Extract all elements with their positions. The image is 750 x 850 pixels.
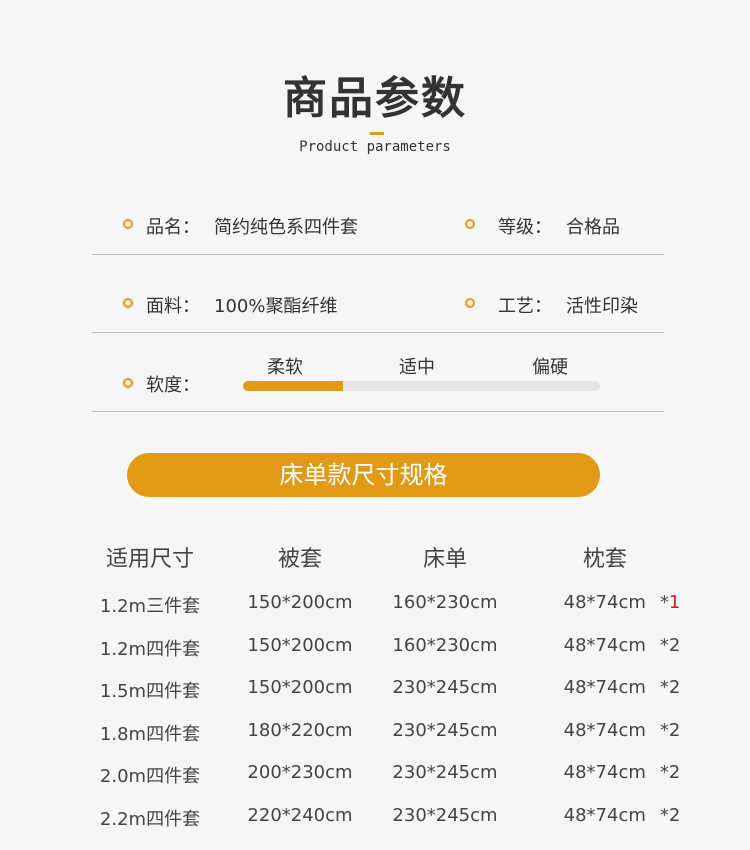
table-cell: 220*240cm [247, 804, 353, 826]
pillow-size: 48*74cm [563, 762, 646, 783]
table-cell: 200*230cm [247, 762, 353, 783]
param-label-grade: 等级： [498, 217, 552, 238]
pillow-quantity: 2 [668, 804, 681, 826]
multiply-sign: * [659, 634, 669, 656]
table-cell: 48*74cm *2 [564, 762, 681, 783]
table-cell: 2.0m四件套 [99, 766, 201, 787]
multiply-sign: * [659, 719, 669, 741]
divider [92, 254, 664, 255]
table-cell: 1.5m四件套 [99, 681, 201, 702]
table-cell: 1.8m四件套 [99, 723, 201, 745]
table-cell: 230*245cm [392, 719, 498, 741]
bullet-icon [123, 378, 133, 388]
param-value-craft: 活性印染 [566, 296, 638, 317]
table-header: 枕套 [582, 547, 628, 572]
table-cell: 48*74cm *2 [564, 635, 681, 656]
pillow-size: 48*74cm [563, 592, 646, 613]
bullet-icon [123, 298, 133, 308]
table-cell: 230*245cm [392, 804, 498, 826]
multiply-sign: * [659, 592, 669, 613]
divider [92, 332, 664, 333]
bullet-icon [123, 219, 133, 229]
table-cell: 150*200cm [247, 677, 353, 698]
bullet-icon [465, 219, 475, 229]
table-cell: 48*74cm *1 [564, 592, 681, 613]
table-cell: 160*230cm [392, 634, 498, 656]
param-label-name: 品名： [146, 217, 200, 238]
page-subtitle: Product parameters [299, 139, 451, 155]
table-cell: 230*245cm [392, 762, 498, 783]
softness-bar-fill [243, 381, 343, 391]
pillow-size: 48*74cm [563, 677, 646, 698]
table-cell: 48*74cm *2 [564, 677, 681, 698]
param-value-fabric: 100%聚酯纤维 [214, 296, 338, 317]
table-cell: 2.2m四件套 [99, 808, 201, 830]
table-cell: 1.2m四件套 [99, 638, 201, 660]
pillow-quantity: 1 [668, 592, 681, 613]
table-header: 适用尺寸 [105, 547, 195, 572]
table-cell: 160*230cm [392, 592, 498, 613]
bullet-icon [465, 298, 475, 308]
softness-option-hard: 偏硬 [532, 357, 568, 378]
divider [92, 411, 664, 412]
softness-bar [243, 381, 600, 391]
table-header: 被套 [277, 547, 323, 572]
pillow-size: 48*74cm [563, 804, 646, 826]
pillow-size: 48*74cm [563, 634, 646, 656]
pillow-quantity: 2 [668, 634, 681, 656]
softness-option-soft: 柔软 [267, 357, 303, 378]
table-cell: 180*220cm [247, 719, 353, 741]
pillow-quantity: 2 [668, 762, 681, 783]
pillow-size: 48*74cm [563, 719, 646, 741]
table-cell: 1.2m三件套 [99, 596, 201, 617]
table-cell: 150*200cm [247, 592, 353, 613]
param-value-grade: 合格品 [566, 217, 620, 238]
table-cell: 150*200cm [247, 634, 353, 656]
title-accent-line [370, 132, 384, 135]
param-label-fabric: 面料： [146, 296, 200, 317]
multiply-sign: * [659, 804, 669, 826]
page-title: 商品参数 [283, 73, 467, 124]
softness-label: 软度： [146, 375, 200, 396]
table-cell: 48*74cm *2 [564, 805, 681, 826]
table-cell: 230*245cm [392, 677, 498, 698]
size-spec-banner: 床单款尺寸规格 [127, 453, 600, 497]
multiply-sign: * [659, 677, 669, 698]
param-value-name: 简约纯色系四件套 [214, 217, 358, 238]
pillow-quantity: 2 [668, 719, 681, 741]
table-header: 床单 [422, 547, 468, 572]
param-label-craft: 工艺： [498, 296, 552, 317]
table-cell: 48*74cm *2 [564, 720, 681, 741]
pillow-quantity: 2 [668, 677, 681, 698]
multiply-sign: * [659, 762, 669, 783]
softness-option-medium: 适中 [399, 357, 435, 378]
